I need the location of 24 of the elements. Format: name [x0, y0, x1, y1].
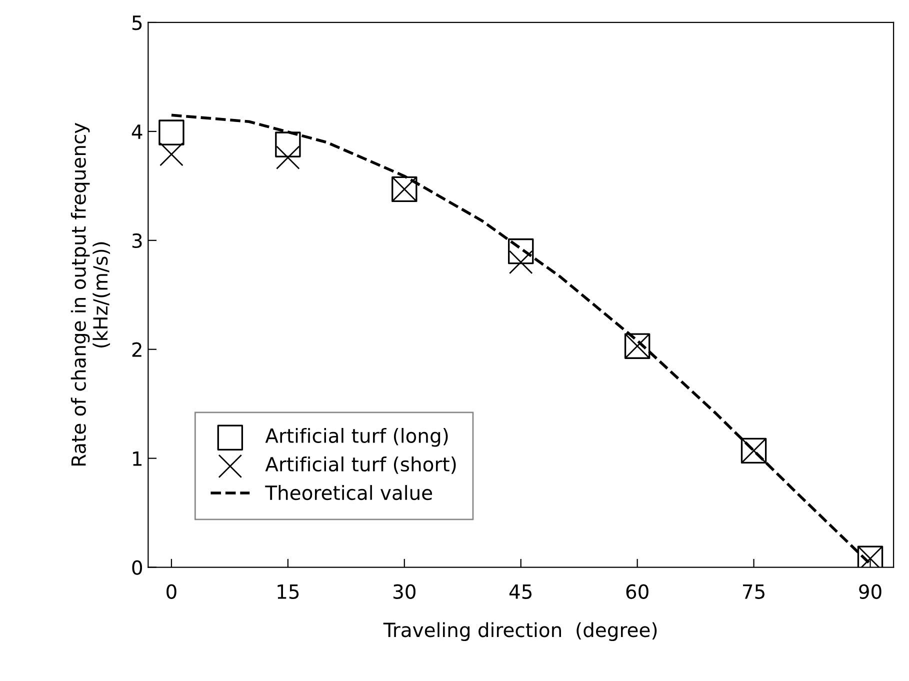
- y-tick-label: 4: [132, 124, 142, 139]
- legend-label: Artificial turf (short): [265, 456, 456, 474]
- legend-label: Theoretical value: [265, 485, 432, 500]
- y-tick-label: 2: [132, 342, 142, 357]
- point: [508, 250, 533, 274]
- y-tick-label: 1: [133, 452, 142, 466]
- x-axis-title: Traveling direction (degree): [383, 622, 657, 642]
- y-axis-title: Rate of change in output frequency (kHz/(m/s)): [70, 122, 110, 466]
- x-tick-label: 0: [166, 584, 176, 599]
- x-tick-label: 45: [509, 584, 532, 599]
- x-tick-label: 90: [859, 584, 882, 599]
- point: [508, 238, 534, 264]
- y-tick-label: 5: [132, 16, 142, 30]
- y-tick-label: 0: [132, 560, 142, 575]
- x-tick-label: 15: [278, 584, 299, 599]
- point: [160, 142, 184, 166]
- point: [275, 132, 301, 158]
- x-tick-label: 75: [743, 584, 764, 599]
- y-tick-label: 3: [132, 233, 142, 248]
- legend-label: Artificial turf (long): [265, 428, 448, 447]
- x-tick-label: 30: [394, 584, 416, 599]
- x-tick-label: 60: [626, 584, 648, 599]
- point: [276, 146, 300, 170]
- point: [158, 120, 184, 146]
